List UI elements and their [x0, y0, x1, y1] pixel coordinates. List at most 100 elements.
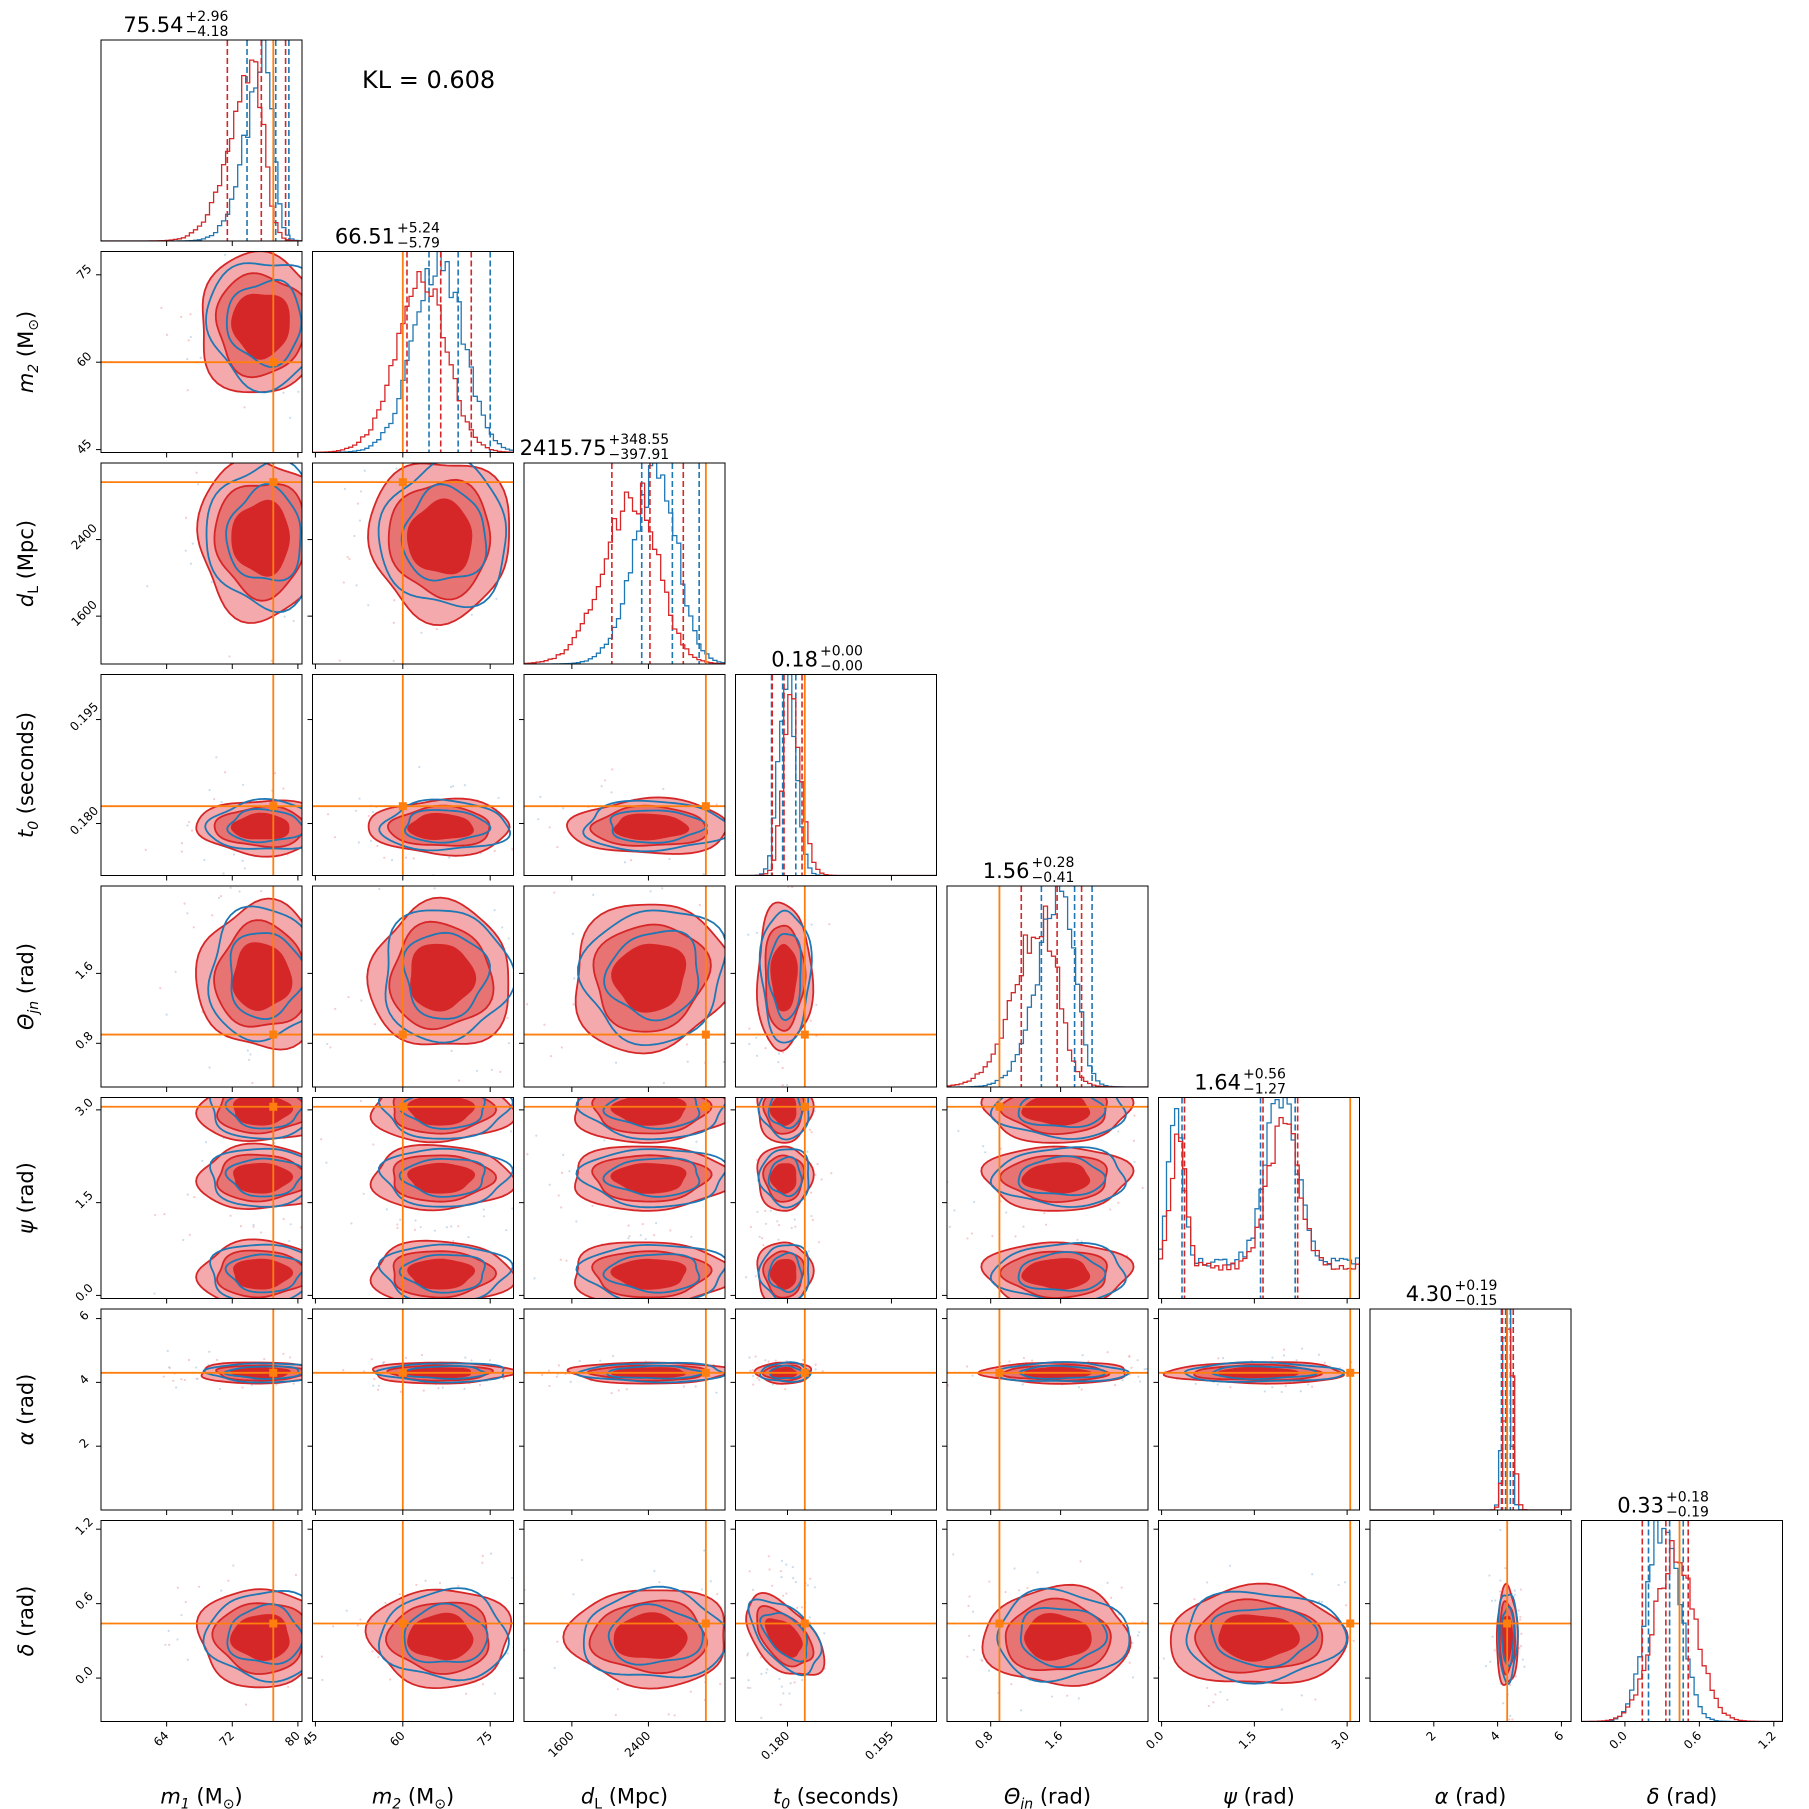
scatter-point	[727, 1212, 729, 1214]
scatter-point	[1352, 1639, 1355, 1642]
scatter-point	[317, 1360, 319, 1362]
scatter-point	[422, 1389, 425, 1392]
x-tick-label: 60	[387, 1729, 408, 1750]
scatter-point	[306, 484, 308, 486]
scatter-point	[1150, 1227, 1152, 1229]
scatter-point	[316, 1206, 318, 1208]
scatter-point	[1143, 1368, 1146, 1371]
title-minus-m1: −4.18	[186, 24, 229, 40]
scatter-point	[947, 1384, 950, 1387]
scatter-point	[555, 1375, 558, 1378]
scatter-point	[779, 1703, 782, 1706]
scatter-point	[556, 1640, 559, 1643]
scatter-point	[801, 1678, 804, 1682]
scatter-point	[614, 1713, 617, 1717]
scatter-point	[807, 1250, 810, 1253]
scatter-point	[1502, 1702, 1505, 1705]
scatter-point	[319, 1160, 321, 1162]
scatter-point	[220, 1589, 223, 1592]
scatter-point	[781, 1051, 785, 1054]
y-axis-label-theta_jn: Θjn (rad)	[14, 943, 42, 1030]
scatter-point	[304, 827, 306, 829]
scatter-point	[1511, 1718, 1514, 1721]
scatter-point	[318, 1375, 320, 1377]
scatter-point	[186, 912, 189, 915]
scatter-point	[811, 1218, 814, 1222]
scatter-point	[694, 1385, 697, 1388]
scatter-point	[314, 1652, 316, 1654]
scatter-point	[201, 1159, 204, 1163]
scatter-point	[307, 1033, 309, 1035]
scatter-point	[316, 993, 318, 995]
contour-b-0	[575, 1097, 725, 1141]
scatter-point	[726, 943, 728, 945]
contour-a-2	[769, 1097, 797, 1126]
scatter-point	[715, 1391, 718, 1394]
contour-b-1	[403, 1602, 489, 1664]
scatter-point	[186, 824, 189, 827]
scatter-point	[321, 813, 323, 815]
scatter-point	[1022, 1225, 1025, 1228]
scatter-point	[921, 1381, 923, 1383]
scatter-point	[769, 1215, 771, 1217]
scatter-point	[336, 970, 338, 972]
scatter-point	[176, 1638, 179, 1641]
scatter-point	[730, 1234, 732, 1236]
x-axis-label-delta: δ (rad)	[1647, 1785, 1718, 1809]
scatter-point	[987, 1669, 991, 1672]
x-tick-label: 0.8	[972, 1729, 995, 1752]
scatter-point	[167, 1629, 170, 1632]
scatter-point	[244, 1090, 246, 1092]
scatter-point	[199, 356, 202, 359]
scatter-point	[1139, 1360, 1141, 1362]
scatter-point	[1060, 1081, 1062, 1083]
scatter-point	[788, 1692, 791, 1695]
scatter-point	[352, 340, 354, 342]
scatter-point	[754, 1275, 757, 1278]
scatter-point	[227, 1579, 230, 1582]
hist-alpha-series-a	[1370, 1328, 1571, 1510]
scatter-point	[572, 1593, 575, 1596]
scatter-point	[742, 1026, 744, 1028]
y-tick-label: 0.6	[72, 1589, 95, 1612]
scatter-point	[396, 1223, 399, 1226]
scatter-point	[273, 772, 277, 775]
truth-marker	[269, 802, 278, 811]
scatter-point	[208, 788, 211, 792]
scatter-point	[308, 849, 310, 851]
scatter-point	[341, 1614, 343, 1616]
scatter-point	[314, 547, 316, 549]
scatter-point	[1489, 1660, 1492, 1663]
scatter-point	[211, 438, 213, 440]
scatter-point	[307, 978, 309, 980]
truth-marker	[701, 1102, 710, 1111]
scatter-point	[972, 1200, 976, 1204]
scatter-point	[1014, 1235, 1017, 1238]
scatter-point	[321, 1678, 324, 1682]
truth-marker	[398, 802, 407, 811]
scatter-point	[238, 890, 241, 893]
scatter-point	[533, 1277, 536, 1280]
scatter-point	[188, 672, 190, 674]
contour-a-2	[232, 942, 293, 1012]
panel-dL-m2	[307, 415, 529, 669]
scatter-point	[527, 415, 529, 417]
scatter-point	[793, 1218, 796, 1221]
scatter-point	[424, 1579, 427, 1582]
contour-a-2	[764, 1618, 803, 1658]
scatter-point	[239, 1224, 243, 1228]
scatter-point	[1344, 1604, 1348, 1607]
scatter-point	[511, 848, 514, 851]
scatter-point	[810, 1214, 813, 1218]
scatter-point	[305, 402, 307, 404]
panel-frame	[946, 1097, 1149, 1299]
scatter-point	[505, 1229, 508, 1232]
scatter-point	[488, 1359, 492, 1362]
scatter-point	[263, 1357, 266, 1361]
scatter-point	[338, 659, 341, 662]
contour-b-1	[229, 932, 302, 1021]
scatter-point	[553, 1666, 556, 1669]
scatter-point	[749, 1122, 751, 1124]
scatter-point	[1162, 1365, 1164, 1367]
scatter-point	[217, 896, 221, 899]
